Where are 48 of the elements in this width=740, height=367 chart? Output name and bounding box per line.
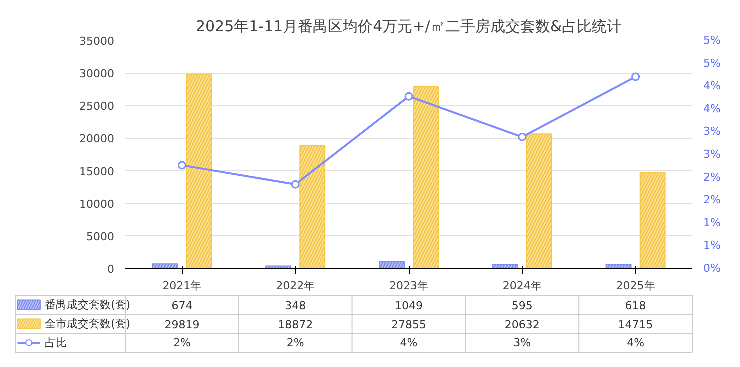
point bbox=[632, 72, 640, 82]
y-tick-label: 10000 bbox=[80, 198, 115, 211]
y2-tick-label: 0% bbox=[704, 262, 721, 275]
x-tick-label: 2021年 bbox=[162, 280, 202, 292]
data-label: 14715 bbox=[618, 318, 654, 332]
data-label: 4% bbox=[400, 336, 418, 350]
data-label: 4% bbox=[627, 336, 645, 350]
y2-tick-label: 4% bbox=[704, 80, 721, 93]
x-tick-label: 2023年 bbox=[390, 280, 429, 292]
x-tick-label: 2025年 bbox=[616, 280, 656, 292]
x-tick-label: 2024年 bbox=[502, 280, 542, 292]
chart-title: 2025年1-11月番禺区均价4万元+/㎡二手房成交套数&占比统计 bbox=[196, 18, 622, 36]
y2-tick-label: 3% bbox=[704, 125, 721, 138]
y-tick-label: 35000 bbox=[80, 35, 115, 48]
point bbox=[404, 92, 414, 101]
y2-tick-label: 1% bbox=[704, 216, 721, 230]
y2-tick-label: 3% bbox=[704, 148, 721, 161]
legend-label: 番禺成交套数(套) bbox=[44, 298, 131, 312]
data-label: 1049 bbox=[395, 300, 424, 312]
y-tick-label: 25000 bbox=[80, 100, 115, 114]
y-tick-label: 5000 bbox=[86, 230, 115, 244]
data-label: 618 bbox=[625, 300, 646, 312]
legend-label: 占比 bbox=[44, 336, 67, 350]
x-tick-label: 2022年 bbox=[276, 280, 316, 292]
y-tick-label: 30000 bbox=[80, 68, 115, 81]
legend-label: 全市成交套数(套) bbox=[44, 318, 131, 330]
point bbox=[178, 161, 186, 170]
y2-tick-label: 5% bbox=[704, 34, 721, 47]
data-label: 595 bbox=[512, 300, 533, 312]
y2-tick-label: 1% bbox=[704, 239, 721, 252]
data-label: 348 bbox=[285, 300, 306, 312]
data-label: 29819 bbox=[164, 318, 200, 332]
point bbox=[518, 132, 527, 142]
data-label: 18872 bbox=[278, 318, 314, 332]
y-tick-label: 20000 bbox=[80, 132, 115, 146]
point bbox=[291, 180, 300, 189]
data-label: 2% bbox=[173, 336, 191, 350]
y2-tick-label: 4% bbox=[704, 102, 721, 116]
y-tick-label: 0 bbox=[108, 263, 114, 276]
y2-tick-label: 2% bbox=[704, 194, 721, 207]
y2-tick-label: 5% bbox=[704, 56, 721, 70]
data-label: 2% bbox=[286, 336, 304, 350]
data-label: 674 bbox=[172, 300, 193, 312]
data-label: 27855 bbox=[392, 318, 427, 332]
data-label: 20632 bbox=[504, 318, 540, 332]
y2-tick-label: 2% bbox=[704, 170, 721, 184]
y-tick-label: 15000 bbox=[80, 165, 115, 178]
data-label: 3% bbox=[514, 336, 532, 350]
